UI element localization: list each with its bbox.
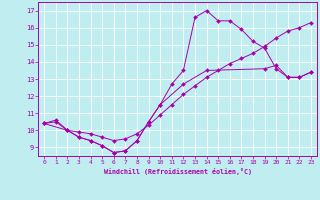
X-axis label: Windchill (Refroidissement éolien,°C): Windchill (Refroidissement éolien,°C) <box>104 168 252 175</box>
